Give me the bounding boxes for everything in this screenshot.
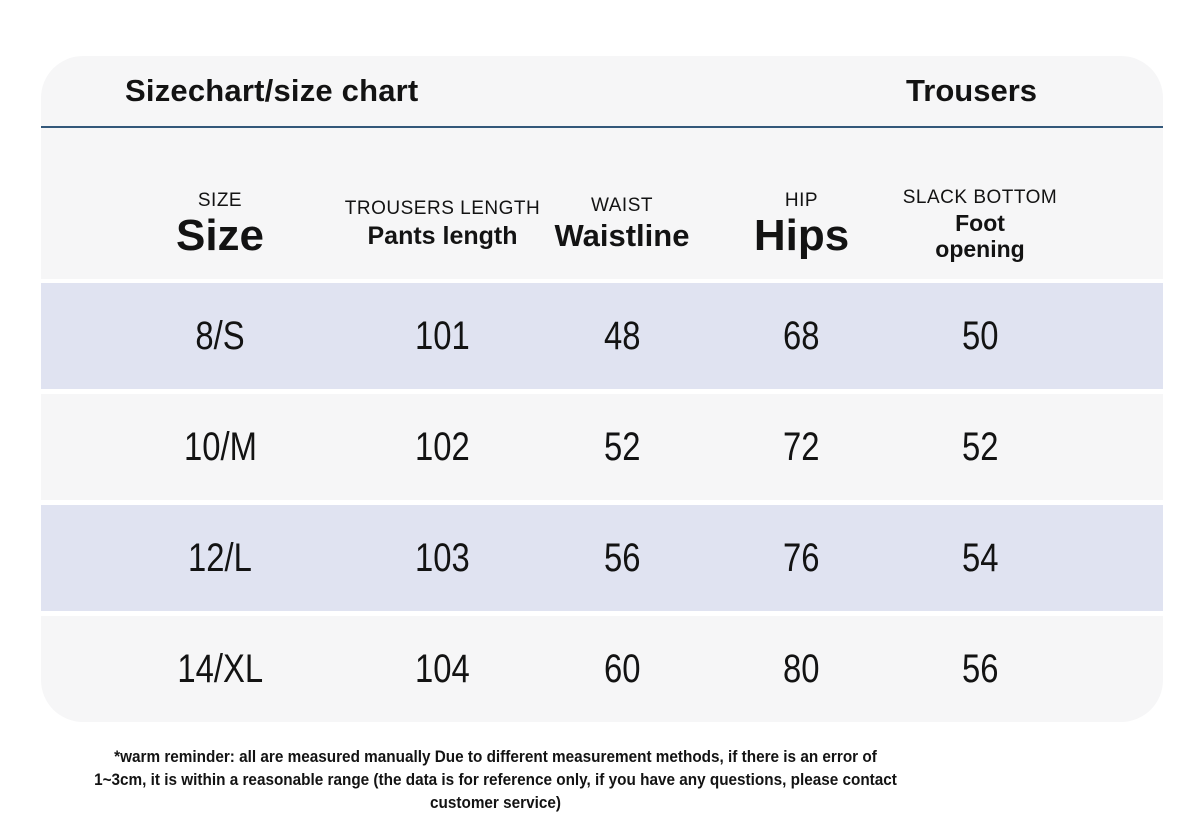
cell-trousers-length: 101 <box>415 313 470 358</box>
footnote-line: customer service) <box>430 792 561 812</box>
cell-slack-bottom: 56 <box>961 646 999 691</box>
cell-hip: 72 <box>783 424 820 469</box>
column-label-alt: Size <box>175 210 265 260</box>
table-column-headers: SIZE Size TROUSERS LENGTH Pants length W… <box>41 128 1163 279</box>
column-header-hip: HIP Hips <box>712 128 891 279</box>
cell-waist: 52 <box>603 424 641 469</box>
cell-slack-bottom: 54 <box>961 535 999 580</box>
cell-trousers-length: 102 <box>415 424 470 469</box>
column-header-trousers-length: TROUSERS LENGTH Pants length <box>331 128 540 279</box>
warm-reminder-footnote: *warm reminder: all are measured manuall… <box>38 746 953 815</box>
size-chart-card: Sizechart/size chart Trousers SIZE Size … <box>41 56 1163 722</box>
table-row-14xl: 14/XL 104 60 80 56 <box>41 616 1163 722</box>
cell-size: 14/XL <box>177 646 263 691</box>
cell-size: 10/M <box>183 424 257 469</box>
cell-hip: 76 <box>783 535 820 580</box>
cell-waist: 60 <box>603 646 641 691</box>
column-label-alt: Hips <box>753 210 850 260</box>
column-label-en: SLACK BOTTOM <box>902 186 1058 208</box>
table-row-8s: 8/S 101 48 68 50 <box>41 283 1163 389</box>
cell-slack-bottom: 50 <box>961 313 999 358</box>
footnote-line: *warm reminder: all are measured manuall… <box>114 747 877 766</box>
footnote-line: 1~3cm, it is within a reasonable range (… <box>94 769 897 789</box>
cell-trousers-length: 104 <box>415 646 470 691</box>
column-header-waist: WAIST Waistline <box>532 128 712 279</box>
column-label-en: TROUSERS LENGTH <box>344 198 541 219</box>
cell-trousers-length: 103 <box>415 535 470 580</box>
product-category-title: Trousers <box>906 73 1037 108</box>
column-header-slack-bottom: SLACK BOTTOM Foot opening <box>891 128 1163 279</box>
card-header: Sizechart/size chart Trousers <box>41 56 1163 128</box>
cell-waist: 48 <box>603 313 641 358</box>
table-row-12l: 12/L 103 56 76 54 <box>41 505 1163 611</box>
cell-waist: 56 <box>603 535 641 580</box>
column-label-en: WAIST <box>591 195 653 217</box>
column-label-alt: Pants length <box>367 222 518 250</box>
column-label-en: HIP <box>784 189 819 211</box>
page-title: Sizechart/size chart <box>125 73 419 108</box>
table-row-10m: 10/M 102 52 72 52 <box>41 394 1163 500</box>
column-label-alt: Waistline <box>554 218 690 254</box>
column-label-alt: Foot opening <box>935 209 1025 262</box>
cell-slack-bottom: 52 <box>961 424 999 469</box>
cell-size: 12/L <box>188 535 252 580</box>
column-header-size: SIZE Size <box>41 128 331 279</box>
column-label-en: SIZE <box>197 189 243 211</box>
cell-hip: 68 <box>783 313 820 358</box>
cell-size: 8/S <box>195 313 245 358</box>
cell-hip: 80 <box>783 646 820 691</box>
